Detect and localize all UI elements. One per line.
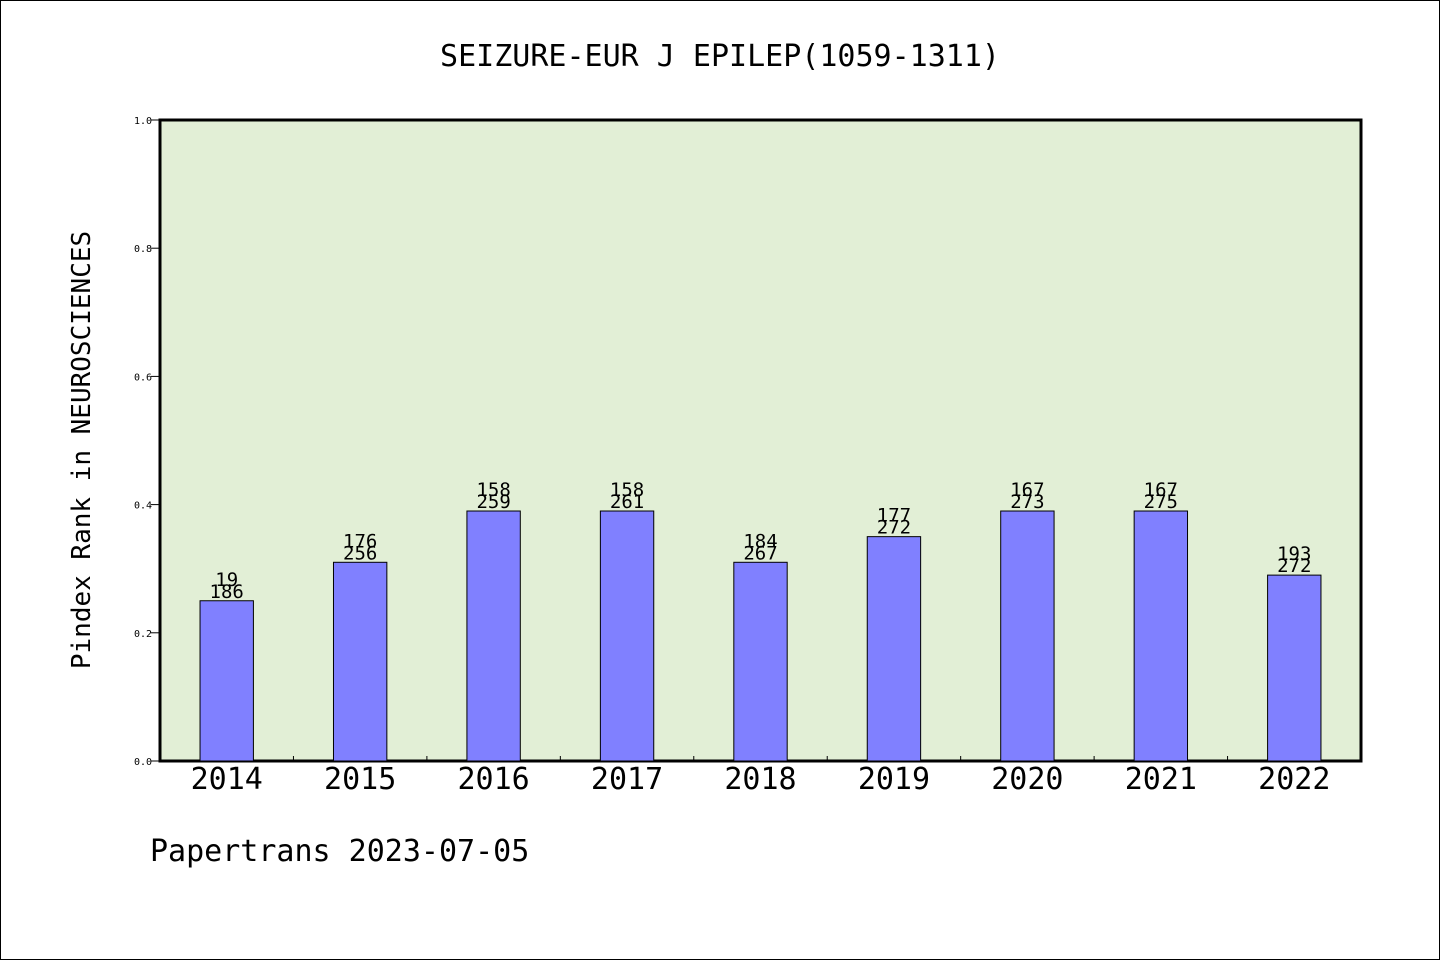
bar-total-label: 275: [1144, 491, 1178, 513]
x-tick-label: 2016: [457, 762, 529, 797]
bar-total-label: 256: [343, 542, 377, 564]
x-tick-label: 2014: [191, 762, 263, 797]
bar-total-label: 272: [1277, 555, 1311, 577]
bar-rank-label: 19: [215, 569, 238, 591]
x-tick-label: 2018: [724, 762, 796, 797]
chart-title: SEIZURE-EUR J EPILEP(1059-1311): [440, 39, 1000, 74]
bar-total-label: 272: [877, 517, 911, 539]
bar-2016: [466, 510, 521, 762]
y-tick-label: 0.2: [134, 629, 152, 640]
bar-2015: [332, 561, 388, 762]
bars-group: [199, 510, 1322, 762]
x-tick-label: 2019: [858, 762, 930, 797]
bar-rank-label: 158: [476, 479, 510, 501]
bar-2017: [599, 510, 655, 762]
bar-rank-label: 167: [1144, 479, 1178, 501]
y-tick-label: 0.8: [134, 244, 152, 255]
bar-2020: [1000, 510, 1055, 762]
bar-2022: [1267, 574, 1322, 762]
x-tick-label: 2015: [324, 762, 396, 797]
bar-rank-label: 184: [743, 530, 777, 552]
bar-total-label: 186: [210, 581, 244, 603]
bar-labels-group: 1918617625615825915826118426717727216727…: [210, 479, 1312, 603]
bar-rank-label: 158: [610, 479, 644, 501]
bar-rank-label: 177: [877, 505, 911, 527]
bar-total-label: 261: [610, 491, 644, 513]
bar-2019: [866, 536, 922, 762]
x-tick-label: 2022: [1258, 762, 1330, 797]
footer-note: Papertrans 2023-07-05: [150, 834, 530, 869]
x-tick-label: 2021: [1125, 762, 1197, 797]
bar-total-label: 267: [743, 542, 777, 564]
x-tick-label: 2017: [591, 762, 663, 797]
y-tick-label: 1.0: [134, 116, 152, 127]
y-axis-label: Pindex Rank in NEUROSCIENCES: [67, 231, 97, 669]
bar-rank-label: 167: [1010, 479, 1044, 501]
bar-rank-label: 193: [1277, 543, 1311, 565]
bar-total-label: 273: [1010, 491, 1044, 513]
x-axis: 2014 2015 2016 2017 2018 2019 2020 2021 2022: [191, 756, 1330, 797]
bar-2018: [733, 561, 788, 762]
x-tick-label: 2020: [991, 762, 1063, 797]
bar-rank-label: 176: [343, 530, 377, 552]
y-tick-label: 0.4: [134, 501, 152, 512]
bar-2021: [1133, 510, 1189, 762]
bar-total-label: 259: [476, 491, 510, 513]
y-tick-label: 0.6: [134, 372, 152, 383]
y-tick-label: 0.0: [134, 757, 152, 768]
y-axis: 0.0 0.2 0.4 0.6 0.8 1.0: [134, 116, 160, 768]
bar-2014: [199, 600, 254, 762]
